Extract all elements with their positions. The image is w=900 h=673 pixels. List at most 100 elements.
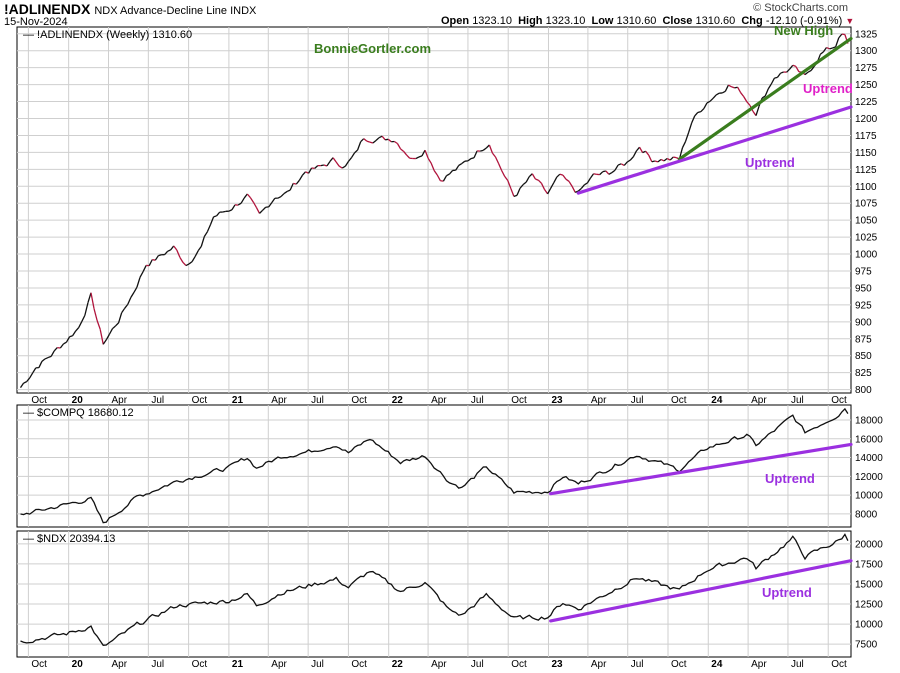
series-segment: [47, 355, 52, 359]
series-segment: [335, 161, 340, 167]
series-segment: [44, 356, 49, 360]
series-segment: [108, 328, 114, 335]
series-segment: [559, 173, 564, 176]
series-segment: [99, 329, 104, 345]
series-segment: [795, 66, 800, 73]
series-line: [20, 533, 849, 646]
series-segment: [102, 339, 107, 345]
series-segment: [623, 161, 628, 166]
series-segment: [112, 325, 116, 330]
x-tick-label: Apr: [431, 395, 447, 406]
series-segment: [148, 259, 153, 266]
y-tick-label: 1175: [855, 131, 877, 142]
series-segment: [767, 83, 772, 90]
high-value: 1323.10: [545, 15, 586, 27]
panel-title: — $NDX 20394.13: [23, 533, 115, 545]
y-tick-label: 15000: [855, 579, 883, 590]
series-segment: [421, 149, 426, 157]
series-segment: [550, 182, 555, 189]
series-segment: [262, 206, 267, 211]
series-segment: [632, 150, 638, 158]
series-segment: [458, 162, 463, 166]
series-segment: [19, 382, 25, 389]
series-segment: [599, 171, 604, 176]
series-segment: [629, 156, 634, 161]
x-tick-label: Jul: [791, 659, 804, 670]
series-segment: [743, 96, 748, 103]
series-segment: [293, 182, 297, 185]
series-segment: [372, 139, 377, 144]
chg-value: -12.10 (-0.91%): [765, 15, 843, 27]
series-segment: [519, 184, 524, 189]
panel-frame: [16, 26, 852, 394]
y-tick-label: 975: [855, 267, 872, 278]
series-segment: [403, 150, 408, 156]
brand-label: © StockCharts.com: [753, 2, 848, 14]
series-segment: [645, 150, 650, 156]
x-tick-label: Apr: [111, 395, 127, 406]
y-tick-label: 1000: [855, 250, 878, 261]
panel-frame: [16, 530, 852, 658]
series-segment: [167, 249, 171, 252]
x-tick-label: Apr: [591, 395, 607, 406]
x-tick-label: Apr: [591, 659, 607, 670]
series-segment: [804, 71, 809, 76]
x-tick-label: Oct: [831, 659, 847, 670]
down-arrow-icon: ▼: [845, 16, 855, 26]
x-tick-label: Oct: [671, 395, 687, 406]
series-segment: [687, 122, 693, 133]
series-segment: [136, 277, 141, 288]
series-segment: [522, 181, 527, 186]
series-segment: [488, 144, 494, 154]
series-segment: [356, 141, 362, 151]
x-tick-label: Oct: [192, 395, 208, 406]
x-tick-label: 23: [551, 659, 563, 670]
series-segment: [176, 249, 181, 258]
panel-title: — $COMPQ 18680.12: [23, 407, 134, 419]
series-segment: [706, 100, 711, 104]
x-tick-label: 21: [232, 659, 244, 670]
series-segment: [396, 143, 402, 150]
x-tick-label: Apr: [271, 395, 287, 406]
series-segment: [222, 210, 226, 213]
series-segment: [69, 335, 73, 338]
series-segment: [819, 51, 824, 55]
y-tick-label: 12500: [855, 600, 883, 611]
series-segment: [314, 165, 319, 169]
series-segment: [638, 146, 644, 153]
series-segment: [746, 101, 751, 106]
x-tick-label: 21: [232, 395, 244, 406]
series-segment: [252, 201, 258, 208]
series-segment: [246, 193, 251, 198]
series-segment: [185, 263, 190, 267]
y-tick-label: 875: [855, 334, 872, 345]
series-segment: [179, 256, 184, 263]
x-tick-label: Oct: [511, 659, 527, 670]
series-segment: [761, 95, 766, 99]
series-segment: [360, 138, 365, 143]
series-segment: [657, 158, 662, 163]
x-tick-label: Apr: [111, 659, 127, 670]
series-segment: [654, 160, 659, 163]
series-segment: [59, 343, 64, 349]
series-segment: [829, 47, 833, 50]
x-tick-label: 23: [551, 395, 563, 406]
series-segment: [289, 183, 294, 191]
series-segment: [366, 140, 371, 143]
open-value: 1323.10: [472, 15, 512, 27]
series-segment: [105, 334, 110, 341]
series-segment: [648, 154, 653, 163]
chart-panel-1: 800 825 850 875 900 925 950 975 1000 1025 1050 1075…: [16, 23, 878, 396]
series-segment: [589, 173, 595, 179]
series-segment: [513, 194, 518, 197]
series-segment: [154, 255, 159, 261]
close-value: 1310.60: [695, 15, 736, 27]
series-segment: [663, 157, 668, 162]
series-segment: [764, 88, 769, 97]
series-segment: [231, 204, 236, 211]
series-segment: [605, 170, 610, 175]
series-segment: [338, 165, 343, 169]
series-segment: [277, 195, 282, 199]
series-segment: [394, 140, 398, 145]
series-segment: [485, 144, 490, 149]
